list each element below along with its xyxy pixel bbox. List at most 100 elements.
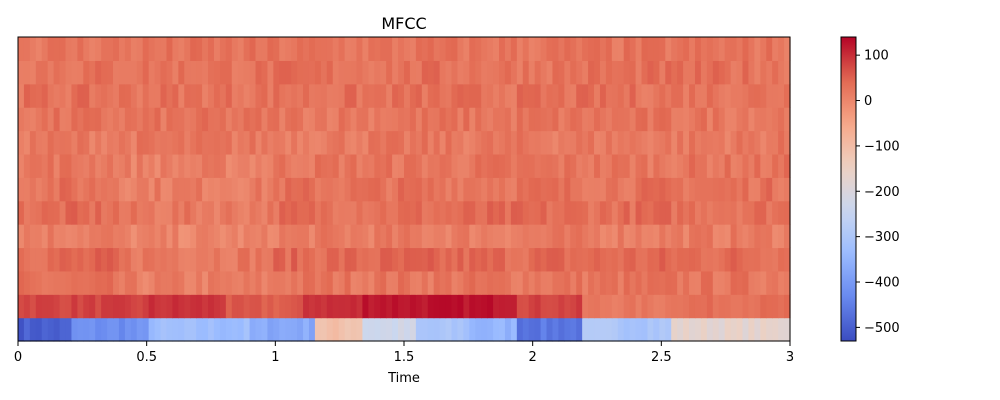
heatmap-cell <box>659 60 666 85</box>
heatmap-cell <box>225 247 233 272</box>
heatmap-cell <box>694 130 702 155</box>
heatmap-cell <box>368 60 375 85</box>
heatmap-cell <box>635 294 643 319</box>
heatmap-cell <box>730 270 738 295</box>
heatmap-cell <box>766 247 773 272</box>
heatmap-cell <box>439 247 447 272</box>
heatmap-cell <box>101 177 108 202</box>
heatmap-cell <box>59 317 67 342</box>
heatmap-cell <box>107 224 114 249</box>
heatmap-cell <box>208 83 215 108</box>
heatmap-cell <box>237 224 245 249</box>
heatmap-cell <box>647 177 655 202</box>
heatmap-cell <box>23 60 31 85</box>
heatmap-cell <box>291 200 298 225</box>
heatmap-cell <box>445 247 453 272</box>
heatmap-cell <box>778 317 785 342</box>
heatmap-cell <box>53 317 61 342</box>
heatmap-cell <box>588 224 595 249</box>
heatmap-cell <box>166 107 173 132</box>
heatmap-cell <box>380 83 387 108</box>
heatmap-cell <box>487 60 494 85</box>
heatmap-cell <box>23 294 31 319</box>
heatmap-cell <box>552 83 559 108</box>
heatmap-cell <box>184 270 191 295</box>
heatmap-cell <box>107 83 114 108</box>
heatmap-cell <box>510 107 518 132</box>
heatmap-cell <box>208 130 215 155</box>
heatmap-cell <box>196 247 203 272</box>
heatmap-cell <box>546 224 554 249</box>
heatmap-cell <box>665 60 672 85</box>
heatmap-cell <box>154 130 162 155</box>
heatmap-cell <box>196 177 203 202</box>
heatmap-cell <box>546 37 554 61</box>
heatmap-cell <box>71 107 78 132</box>
heatmap-cell <box>534 60 542 85</box>
heatmap-cell <box>499 107 506 132</box>
heatmap-cell <box>249 317 257 342</box>
heatmap-cell <box>148 247 156 272</box>
heatmap-cell <box>409 107 417 132</box>
heatmap-cell <box>213 83 221 108</box>
heatmap-cell <box>47 37 55 61</box>
heatmap-cell <box>653 37 660 61</box>
heatmap-cell <box>297 107 304 132</box>
heatmap-cell <box>35 270 43 295</box>
heatmap-cell <box>225 224 233 249</box>
heatmap-cell <box>166 37 173 61</box>
heatmap-cell <box>766 200 773 225</box>
heatmap-cell <box>279 60 286 85</box>
heatmap-cell <box>439 83 447 108</box>
heatmap-cell <box>772 153 779 178</box>
heatmap-cell <box>706 37 714 61</box>
heatmap-cell <box>730 317 738 342</box>
heatmap-cell <box>53 294 61 319</box>
heatmap-cell <box>83 177 90 202</box>
heatmap-cell <box>231 294 239 319</box>
heatmap-cell <box>499 247 506 272</box>
heatmap-cell <box>243 317 251 342</box>
heatmap-cell <box>148 130 156 155</box>
heatmap-cell <box>772 130 779 155</box>
heatmap-cell <box>124 224 132 249</box>
heatmap-cell <box>65 177 73 202</box>
heatmap-cell <box>576 200 583 225</box>
heatmap-cell <box>231 130 239 155</box>
heatmap-cell <box>243 294 251 319</box>
heatmap-cell <box>724 60 732 85</box>
heatmap-cell <box>41 177 49 202</box>
heatmap-cell <box>582 224 589 249</box>
heatmap-cell <box>308 224 316 249</box>
heatmap-cell <box>320 130 328 155</box>
heatmap-cell <box>113 37 120 61</box>
heatmap-cell <box>35 317 43 342</box>
heatmap-cell <box>184 177 191 202</box>
heatmap-cell <box>89 270 96 295</box>
heatmap-cell <box>623 83 631 108</box>
heatmap-cell <box>582 83 589 108</box>
heatmap-cell <box>113 317 120 342</box>
x-axis: 0 0.5 1 1.5 2 2.5 3 <box>14 341 794 365</box>
heatmap-cell <box>671 294 678 319</box>
heatmap-cell <box>231 247 239 272</box>
heatmap-cell <box>314 177 322 202</box>
heatmap-cell <box>534 294 542 319</box>
heatmap-cell <box>641 37 649 61</box>
heatmap-cell <box>202 224 209 249</box>
heatmap-cell <box>742 153 750 178</box>
heatmap-cell <box>760 130 767 155</box>
heatmap-cell <box>172 247 179 272</box>
heatmap-cell <box>362 153 369 178</box>
heatmap-cell <box>308 130 316 155</box>
heatmap-cell <box>83 270 90 295</box>
heatmap-cell <box>415 270 423 295</box>
heatmap-cell <box>599 60 607 85</box>
heatmap-cell <box>504 153 512 178</box>
heatmap-cell <box>249 224 257 249</box>
heatmap-cell <box>528 177 536 202</box>
heatmap-cell <box>320 270 328 295</box>
heatmap-cell <box>689 60 696 85</box>
heatmap-cell <box>736 83 744 108</box>
heatmap-cell <box>326 130 334 155</box>
